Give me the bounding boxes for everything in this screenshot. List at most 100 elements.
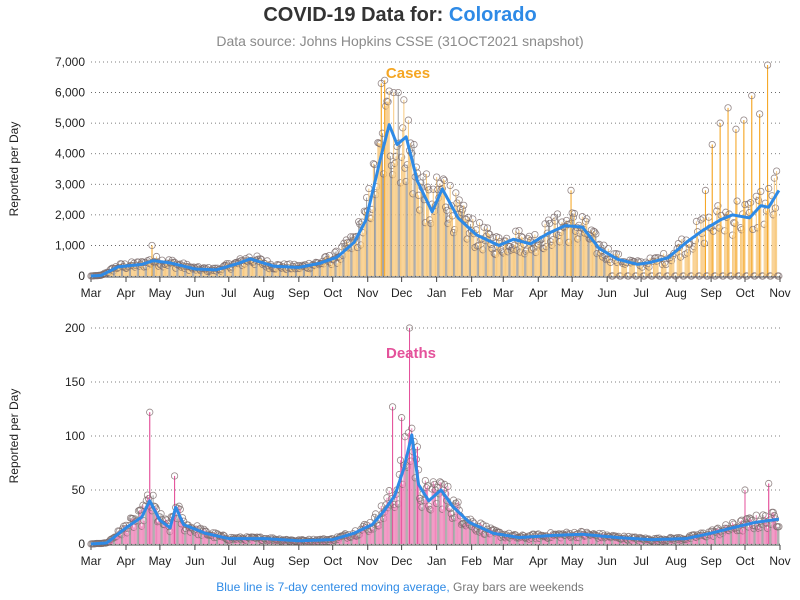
y-tick-label: 7,000 — [55, 55, 85, 69]
daily-bar — [140, 264, 142, 276]
daily-bar — [495, 236, 497, 276]
daily-bar — [475, 229, 477, 276]
daily-bar — [247, 261, 249, 276]
daily-bar — [448, 507, 450, 544]
daily-marker — [732, 125, 740, 133]
y-axis-label: Reported per Day — [7, 389, 21, 484]
daily-bar — [665, 539, 667, 544]
daily-bar — [210, 270, 212, 276]
daily-bar — [402, 127, 404, 276]
daily-bar — [320, 263, 322, 276]
daily-marker — [442, 203, 450, 211]
daily-bar — [369, 522, 371, 544]
daily-bar — [538, 538, 540, 544]
daily-bar — [118, 531, 120, 544]
daily-bar — [573, 213, 575, 276]
daily-bar — [181, 517, 183, 544]
daily-bar — [439, 481, 441, 544]
daily-bar — [703, 243, 705, 276]
daily-bar — [763, 224, 765, 276]
daily-bar — [717, 205, 719, 276]
daily-bar — [771, 512, 773, 544]
daily-bar — [389, 504, 391, 544]
daily-bar — [774, 208, 776, 276]
daily-marker — [408, 424, 416, 432]
daily-bar — [377, 142, 379, 276]
daily-bar — [309, 541, 311, 544]
daily-bar — [552, 239, 554, 276]
daily-bar — [515, 231, 517, 276]
daily-marker — [422, 484, 431, 492]
daily-bar — [691, 535, 693, 544]
daily-bar — [194, 268, 196, 276]
x-tick-label: Jul — [221, 286, 236, 300]
location-name: Colorado — [448, 4, 537, 26]
title-prefix: COVID-19 Data for: — [263, 4, 444, 26]
daily-bar — [734, 223, 736, 276]
daily-bar — [290, 268, 292, 276]
daily-bar — [493, 529, 495, 544]
daily-bar — [594, 232, 596, 276]
daily-bar — [758, 200, 760, 276]
daily-bar — [723, 530, 725, 544]
daily-bar — [577, 239, 579, 276]
daily-bar — [729, 528, 731, 544]
daily-bar — [498, 237, 500, 276]
daily-bar — [331, 264, 333, 276]
daily-bar — [228, 263, 230, 276]
daily-bar — [145, 266, 147, 276]
daily-bar — [318, 539, 320, 544]
x-tick-label: May — [561, 554, 584, 568]
daily-bar — [593, 533, 595, 544]
daily-bar — [501, 251, 503, 276]
daily-bar — [202, 268, 204, 276]
daily-bar — [566, 532, 568, 544]
daily-bar — [245, 258, 247, 276]
daily-bar — [323, 263, 325, 276]
daily-bar — [528, 539, 530, 544]
daily-bar — [662, 264, 664, 276]
daily-bar — [669, 257, 671, 276]
y-tick-label: 0 — [78, 537, 85, 551]
daily-bar — [655, 539, 657, 544]
daily-bar — [387, 101, 389, 276]
daily-bar — [580, 531, 582, 544]
daily-bar — [332, 259, 334, 276]
daily-bar — [207, 267, 209, 276]
daily-bar — [588, 238, 590, 276]
x-tick-label: Mar — [81, 286, 102, 300]
daily-marker — [748, 92, 756, 100]
daily-bar — [715, 532, 717, 544]
daily-bar — [302, 266, 304, 276]
daily-bar — [498, 532, 500, 544]
daily-bar — [175, 268, 177, 276]
x-tick-label: Jun — [185, 286, 204, 300]
daily-marker — [369, 160, 377, 168]
daily-bar — [183, 521, 185, 544]
daily-bar — [446, 500, 448, 544]
daily-bar — [141, 526, 143, 544]
daily-bar — [559, 241, 561, 276]
daily-bar — [422, 176, 424, 276]
daily-bar — [273, 268, 275, 276]
daily-bar — [248, 257, 250, 276]
daily-bar — [532, 242, 534, 276]
daily-bar — [348, 247, 350, 276]
daily-bar — [383, 518, 385, 544]
daily-bar — [581, 531, 583, 544]
daily-bar — [381, 513, 383, 544]
daily-bar — [393, 92, 395, 276]
daily-bar — [666, 540, 668, 544]
daily-bar — [117, 530, 119, 544]
daily-marker — [484, 229, 493, 238]
daily-bar — [590, 535, 592, 544]
daily-bar — [510, 250, 512, 276]
daily-bar — [344, 246, 346, 276]
daily-bar — [364, 527, 366, 544]
daily-bar — [354, 530, 356, 544]
daily-bar — [449, 185, 451, 276]
daily-bar — [567, 533, 569, 544]
daily-bar — [406, 467, 408, 544]
daily-bar — [726, 217, 728, 276]
daily-bar — [293, 264, 295, 276]
